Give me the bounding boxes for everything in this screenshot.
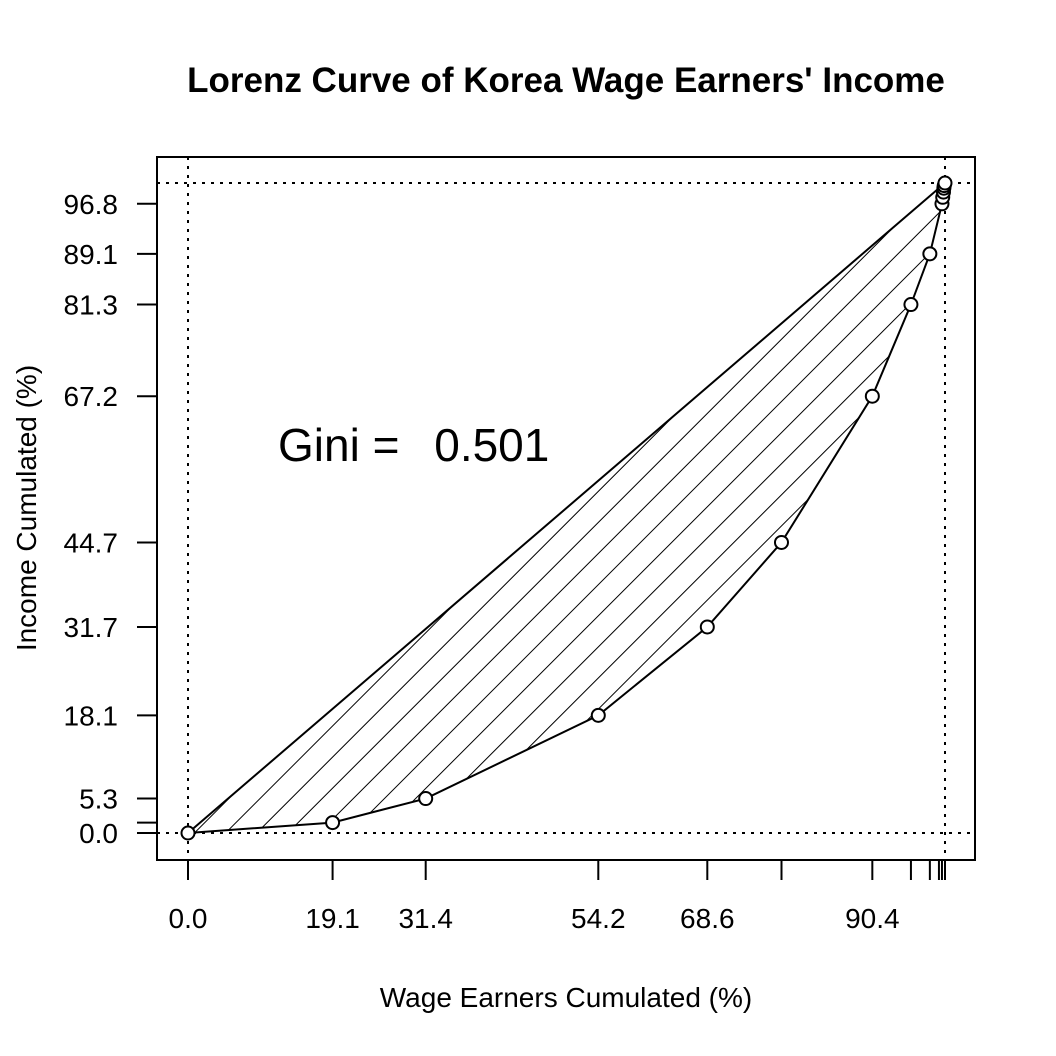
x-tick-label-0: 0.0	[169, 903, 208, 934]
data-point-5	[773, 534, 789, 550]
equality-line	[187, 182, 946, 834]
y-tick-label-0: 0.0	[79, 818, 118, 849]
x-tick-label-6: 90.4	[845, 903, 900, 934]
data-point-6	[864, 388, 880, 404]
data-points	[180, 175, 953, 841]
data-point-2	[418, 791, 434, 807]
x-tick-label-1: 19.1	[305, 903, 360, 934]
data-point-3	[590, 707, 606, 723]
x-axis-label: Wage Earners Cumulated (%)	[380, 982, 752, 1013]
data-point-8	[922, 246, 938, 262]
y-tick-label-7: 81.3	[64, 290, 119, 321]
gini-prefix: Gini =	[278, 419, 399, 471]
data-point-1	[325, 815, 341, 831]
gini-value: 0.501	[434, 419, 549, 471]
y-tick-label-3: 18.1	[64, 700, 119, 731]
x-tick-label-4: 68.6	[680, 903, 735, 934]
data-point-4	[699, 619, 715, 635]
data-point-14	[937, 175, 953, 191]
y-tick-label-5: 44.7	[64, 527, 119, 558]
chart-title: Lorenz Curve of Korea Wage Earners' Inco…	[187, 61, 945, 100]
y-tick-label-4: 31.7	[64, 612, 119, 643]
y-tick-label-6: 67.2	[64, 381, 119, 412]
y-tick-label-9: 96.8	[64, 189, 119, 220]
x-tick-label-3: 54.2	[571, 903, 626, 934]
y-tick-label-2: 5.3	[79, 784, 118, 815]
reference-lines	[157, 157, 975, 860]
x-axis: 0.0 19.1 31.4 54.2 68.6 90.4	[169, 859, 946, 934]
y-axis-label: Income Cumulated (%)	[11, 365, 42, 651]
y-tick-label-8: 89.1	[64, 239, 119, 270]
y-axis: 0.05.3 18.1 31.7 44.7 67.2 81.3 89.1 96.8	[64, 189, 158, 849]
x-tick-label-2: 31.4	[398, 903, 453, 934]
data-point-7	[903, 297, 919, 313]
gini-annotation: Gini = 0.501	[278, 419, 549, 471]
data-point-0	[180, 825, 196, 841]
